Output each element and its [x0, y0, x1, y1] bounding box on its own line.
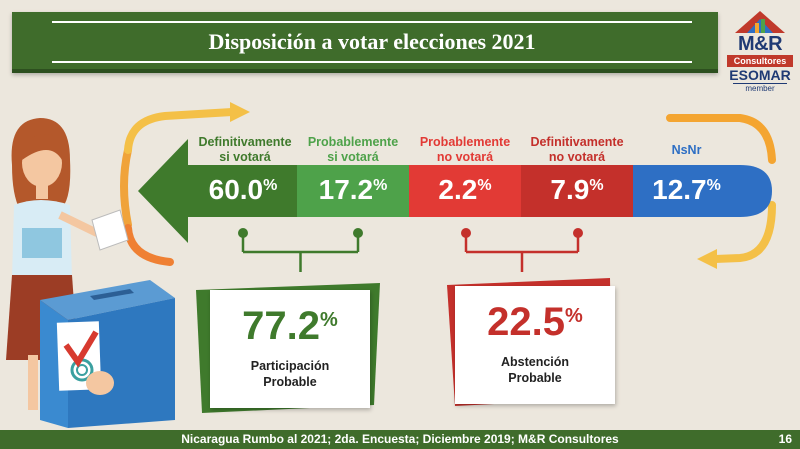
ballot-box-illustration	[40, 280, 175, 428]
summary-card-abstencion-probable: 22.5% Abstención Probable	[455, 286, 615, 404]
summary-label: Abstención Probable	[455, 354, 615, 386]
bar-arrow-head	[138, 139, 188, 243]
value-number: 17.2	[318, 174, 374, 205]
summary-label-line: Participación	[250, 359, 330, 373]
category-label-line: si votará	[219, 150, 271, 164]
summary-unit: %	[565, 305, 583, 327]
value-label-def-no: 7.9%	[522, 174, 632, 206]
category-label-line: no votará	[548, 150, 606, 164]
category-label-line: si votará	[327, 150, 379, 164]
value-unit: %	[263, 177, 278, 194]
mr-consultores-logo: M&R Consultores ESOMAR member	[725, 5, 795, 93]
bar-segment-def-si	[188, 165, 297, 217]
bar-segment-prob-si	[297, 165, 409, 217]
value-number: 12.7	[652, 174, 707, 205]
logo-subtitle: Consultores	[727, 55, 793, 67]
bracket-participacion	[238, 228, 363, 272]
bar-segment-def-no	[521, 165, 633, 217]
logo-esomar: ESOMAR	[729, 67, 791, 83]
bar-end-cap	[740, 165, 772, 217]
value-label-nsnr: 12.7%	[632, 174, 742, 206]
value-unit: %	[373, 177, 388, 194]
value-unit: %	[589, 177, 604, 194]
category-label-line: no votará	[436, 150, 494, 164]
footer-bar: Nicaragua Rumbo al 2021; 2da. Encuesta; …	[0, 430, 800, 449]
bar-segment-prob-no	[409, 165, 521, 217]
title-banner: Disposición a votar elecciones 2021	[12, 12, 718, 73]
bar-group	[188, 165, 740, 217]
category-label-line: Definitivamente	[198, 135, 292, 149]
summary-unit: %	[320, 309, 338, 331]
footer-source: Nicaragua Rumbo al 2021; 2da. Encuesta; …	[181, 432, 619, 446]
page-number: 16	[778, 432, 792, 446]
summary-value: 22.5%	[455, 300, 615, 345]
summary-number: 77.2	[242, 304, 321, 348]
value-label-prob-no: 2.2%	[410, 174, 520, 206]
summary-label: Participación Probable	[210, 358, 370, 390]
bracket-abstencion	[461, 228, 583, 272]
category-label-prob-no: Probablemente no votará	[405, 135, 525, 165]
category-label-line: Probablemente	[307, 135, 399, 149]
category-label-line: Probablemente	[419, 135, 511, 149]
value-label-def-si: 60.0%	[188, 174, 298, 206]
category-label-prob-si: Probablemente si votará	[293, 135, 413, 165]
value-number: 2.2	[438, 174, 478, 205]
logo-graphic-icon	[735, 11, 785, 33]
category-label-nsnr: NsNr	[627, 143, 747, 158]
logo-member: member	[733, 83, 787, 93]
bracket-group	[238, 228, 583, 272]
category-label-def-si: Definitivamente si votará	[185, 135, 305, 165]
category-label-line: Definitivamente	[530, 135, 624, 149]
cycle-arrows-icon	[120, 102, 776, 269]
category-label-line: NsNr	[671, 143, 702, 157]
slide-title: Disposición a votar elecciones 2021	[208, 29, 536, 54]
value-unit: %	[477, 177, 492, 194]
logo-name: M&R	[737, 33, 783, 55]
summary-label-line: Probable	[508, 371, 562, 385]
summary-number: 22.5	[487, 300, 566, 344]
bar-segment-nsnr	[633, 165, 740, 217]
category-label-def-no: Definitivamente no votará	[517, 135, 637, 165]
summary-label-line: Probable	[263, 375, 317, 389]
value-number: 60.0	[208, 174, 264, 205]
summary-card-participacion-probable: 77.2% Participación Probable	[210, 290, 370, 408]
summary-value: 77.2%	[210, 304, 370, 349]
summary-label-line: Abstención	[500, 355, 570, 369]
title-frame: Disposición a votar elecciones 2021	[52, 21, 692, 63]
value-unit: %	[706, 177, 721, 194]
value-number: 7.9	[550, 174, 590, 205]
value-label-prob-si: 17.2%	[298, 174, 408, 206]
